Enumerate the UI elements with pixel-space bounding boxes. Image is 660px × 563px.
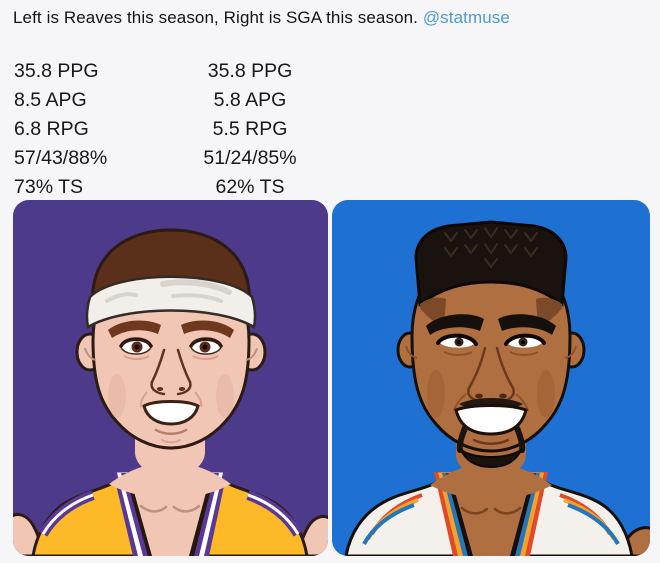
- stat-value: 73% TS: [14, 176, 84, 198]
- stats-comparison: 35.8 PPG 8.5 APG 6.8 RPG 57/43/88% 73% T…: [14, 57, 302, 202]
- player-portraits: [13, 200, 650, 556]
- braid-pattern: [444, 227, 538, 269]
- sga-torso: [344, 414, 650, 556]
- stat-value: 35.8 PPG: [14, 60, 99, 82]
- stat-value: 5.8 APG: [213, 89, 287, 111]
- post-title-text: Left is Reaves this season, Right is SGA…: [13, 8, 418, 27]
- reaves-head: [75, 228, 267, 450]
- reaves-illustration: [13, 200, 328, 556]
- statmuse-mention-link[interactable]: @statmuse: [422, 8, 510, 27]
- post-title: Left is Reaves this season, Right is SGA…: [13, 7, 653, 28]
- stat-value: 5.5 RPG: [212, 118, 288, 140]
- sga-head: [396, 220, 586, 469]
- sga-portrait-svg: [332, 200, 650, 556]
- stat-value: 57/43/88%: [14, 147, 108, 169]
- stat-value: 8.5 APG: [14, 89, 87, 111]
- stat-value: 51/24/85%: [203, 147, 297, 169]
- stats-column-reaves: 35.8 PPG 8.5 APG 6.8 RPG 57/43/88% 73% T…: [14, 57, 198, 202]
- reaves-portrait-svg: [13, 200, 328, 556]
- stats-column-sga: 35.8 PPG 5.8 APG 5.5 RPG 51/24/85% 62% T…: [198, 57, 302, 202]
- stat-value: 6.8 RPG: [14, 118, 89, 140]
- stat-value: 62% TS: [215, 176, 285, 198]
- sga-illustration: [332, 200, 650, 556]
- stat-value: 35.8 PPG: [207, 60, 293, 82]
